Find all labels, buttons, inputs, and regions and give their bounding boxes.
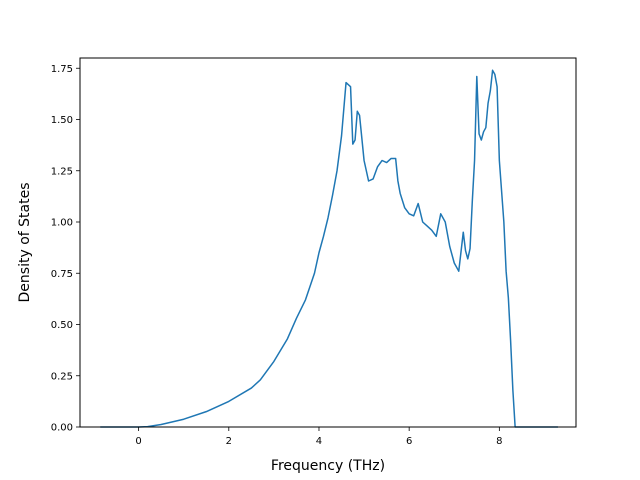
- x-tick-label: 4: [316, 436, 322, 447]
- dos-line-series-0: [100, 69, 558, 428]
- y-tick-label: 1.75: [51, 64, 73, 75]
- y-tick-label: 0.50: [51, 320, 73, 331]
- x-tick-label: 2: [226, 436, 232, 447]
- y-tick-label: 0.25: [51, 371, 73, 382]
- x-axis-label: Frequency (THz): [271, 458, 385, 474]
- x-tick-label: 0: [135, 436, 141, 447]
- x-tick-label: 8: [496, 436, 502, 447]
- y-tick-label: 1.00: [51, 218, 73, 229]
- plot-area: [80, 58, 576, 427]
- y-tick-label: 0.00: [51, 423, 73, 434]
- y-axis-label: Density of States: [17, 183, 33, 303]
- y-axis-ticks: 0.00 0.25 0.50 0.75 1.00 1.25 1.50 1.75: [51, 64, 80, 434]
- chart-marks: [100, 69, 558, 428]
- x-axis-ticks: 0 2 4 6 8: [135, 427, 503, 447]
- x-tick-label: 6: [406, 436, 412, 447]
- y-tick-label: 0.75: [51, 269, 73, 280]
- y-tick-label: 1.50: [51, 115, 73, 126]
- y-tick-label: 1.25: [51, 166, 73, 177]
- plot-frame: [79, 57, 577, 428]
